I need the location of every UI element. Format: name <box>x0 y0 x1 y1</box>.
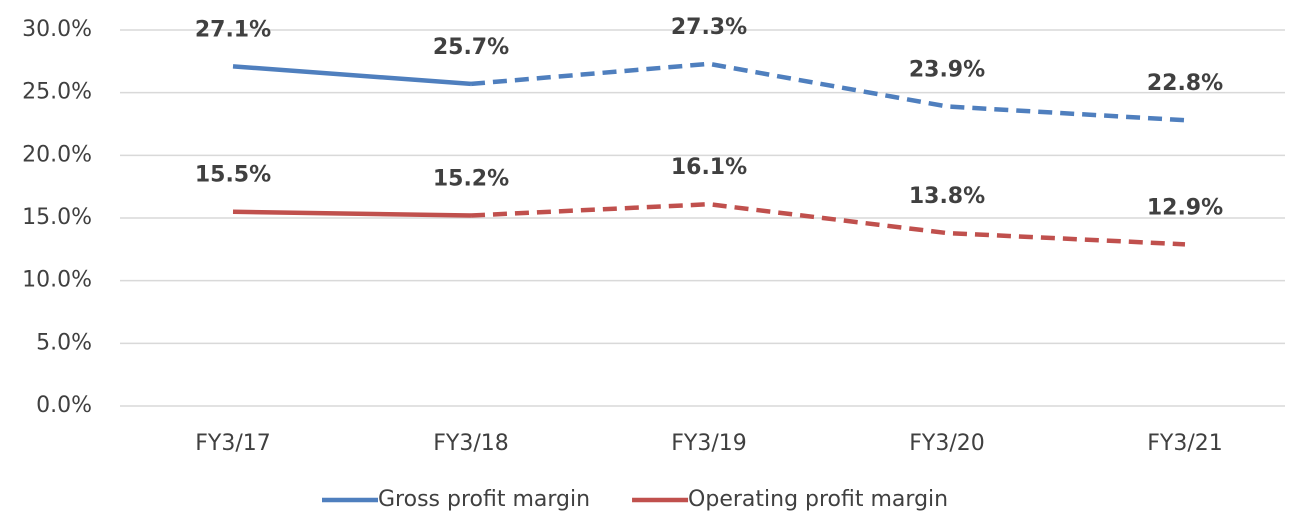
x-tick-label: FY3/19 <box>671 431 747 456</box>
data-label: 23.9% <box>909 57 985 82</box>
data-label: 27.1% <box>195 17 271 42</box>
x-tick-label: FY3/17 <box>195 431 271 456</box>
data-label: 22.8% <box>1147 71 1223 96</box>
data-label: 25.7% <box>433 35 509 60</box>
x-tick-label: FY3/20 <box>909 431 985 456</box>
y-tick-label: 0.0% <box>36 393 92 418</box>
x-tick-label: FY3/21 <box>1147 431 1223 456</box>
data-label: 15.2% <box>433 166 509 191</box>
legend-label: Operating profit margin <box>688 487 948 512</box>
legend-label: Gross profit margin <box>378 487 590 512</box>
y-tick-label: 30.0% <box>22 17 92 42</box>
data-label: 15.5% <box>195 163 271 188</box>
data-label: 12.9% <box>1147 195 1223 220</box>
line <box>232 64 472 87</box>
dashed-line <box>470 201 1186 247</box>
y-tick-label: 25.0% <box>22 80 92 105</box>
dashed-line <box>470 61 1186 123</box>
x-tick-label: FY3/18 <box>433 431 509 456</box>
data-label: 16.1% <box>671 155 747 180</box>
y-tick-label: 15.0% <box>22 205 92 230</box>
line <box>232 209 472 218</box>
data-label: 27.3% <box>671 15 747 40</box>
y-tick-label: 5.0% <box>36 330 92 355</box>
y-tick-label: 10.0% <box>22 268 92 293</box>
data-label: 13.8% <box>909 184 985 209</box>
y-tick-label: 20.0% <box>22 142 92 167</box>
